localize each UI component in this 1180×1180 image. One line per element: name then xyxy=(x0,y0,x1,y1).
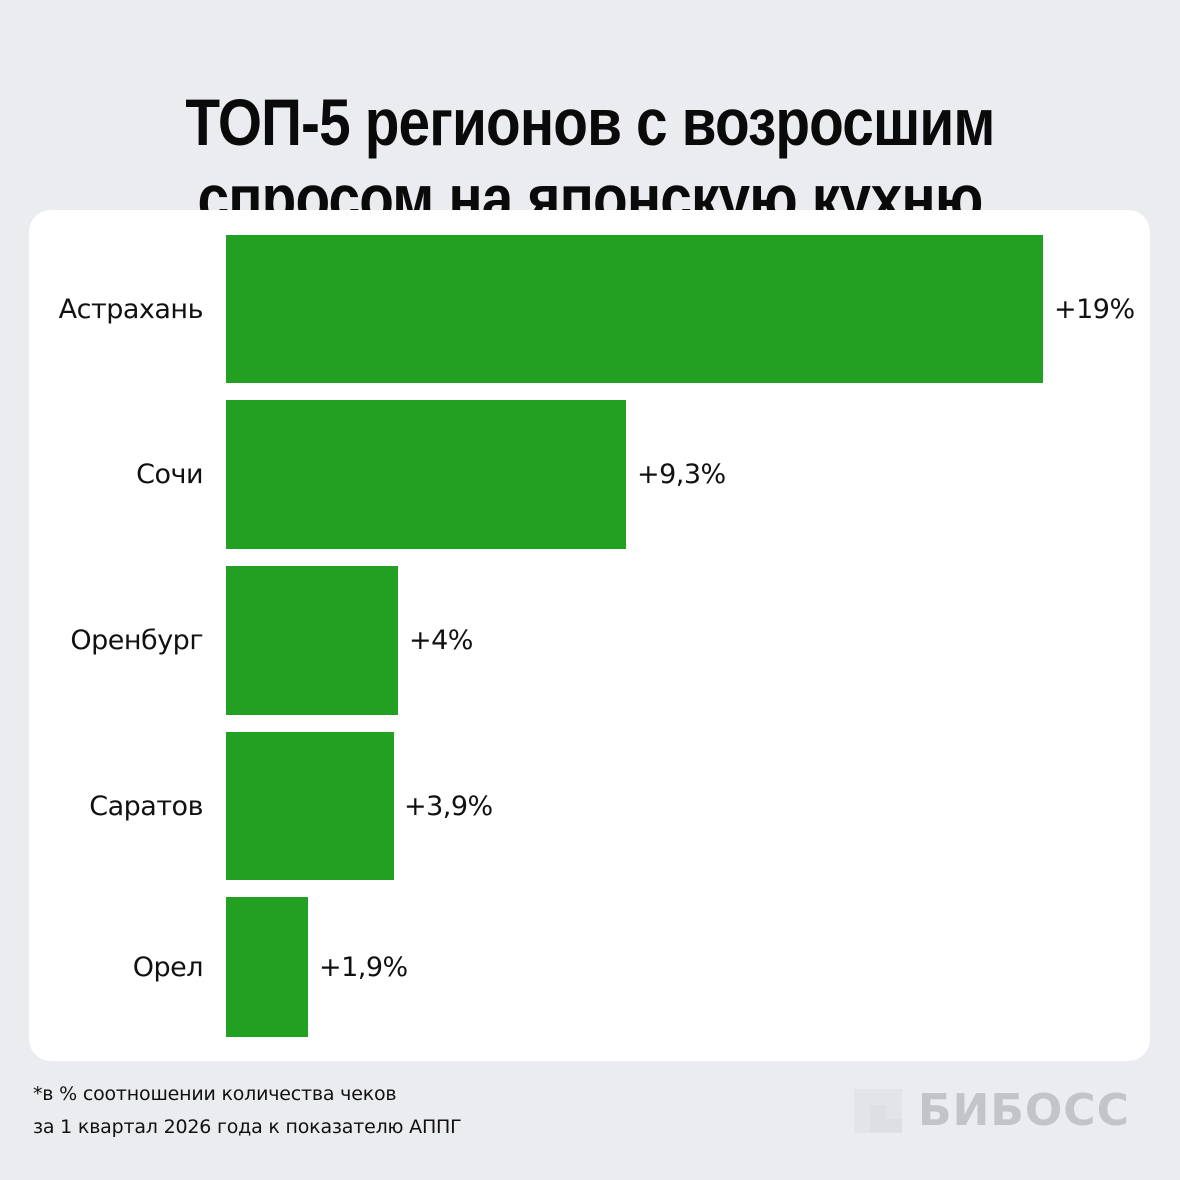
category-label: Оренбург xyxy=(70,625,203,656)
brand-logo: БИБОСС xyxy=(854,1089,1130,1133)
bar xyxy=(226,897,308,1037)
bar xyxy=(226,566,398,715)
value-label: +3,9% xyxy=(404,790,493,822)
chart-card: Астрахань +19% Сочи +9,3% Оренбург +4% С… xyxy=(29,210,1150,1061)
value-label: +1,9% xyxy=(319,951,408,983)
bar xyxy=(226,732,394,880)
bar xyxy=(226,400,626,549)
category-label: Орел xyxy=(132,951,204,983)
chart-title: ТОП-5 регионов с возросшим спросом на яп… xyxy=(0,84,1180,236)
footnote: *в % соотношении количества чеков за 1 к… xyxy=(33,1078,462,1144)
category-label: Саратов xyxy=(89,790,203,822)
value-label: +9,3% xyxy=(637,459,726,490)
bar-row-sochi: Сочи +9,3% xyxy=(29,400,1150,549)
bar-row-orenburg: Оренбург +4% xyxy=(29,566,1150,715)
bar-row-astrakhan: Астрахань +19% xyxy=(29,235,1150,383)
brand-name: БИБОСС xyxy=(918,1085,1130,1136)
value-label: +19% xyxy=(1054,293,1135,325)
bar-row-orel: Орел +1,9% xyxy=(29,897,1150,1037)
bar xyxy=(226,235,1043,383)
value-label: +4% xyxy=(409,625,473,656)
category-label: Астрахань xyxy=(58,293,204,325)
footnote-line-2: за 1 квартал 2026 года к показателю АППГ xyxy=(33,1116,462,1138)
category-label: Сочи xyxy=(136,459,203,490)
bar-row-saratov: Саратов +3,9% xyxy=(29,732,1150,880)
bibloss-square-logo-icon xyxy=(854,1089,902,1133)
footnote-line-1: *в % соотношении количества чеков xyxy=(33,1083,397,1105)
chart-title-line-1: ТОП-5 регионов с возросшим xyxy=(185,85,995,160)
